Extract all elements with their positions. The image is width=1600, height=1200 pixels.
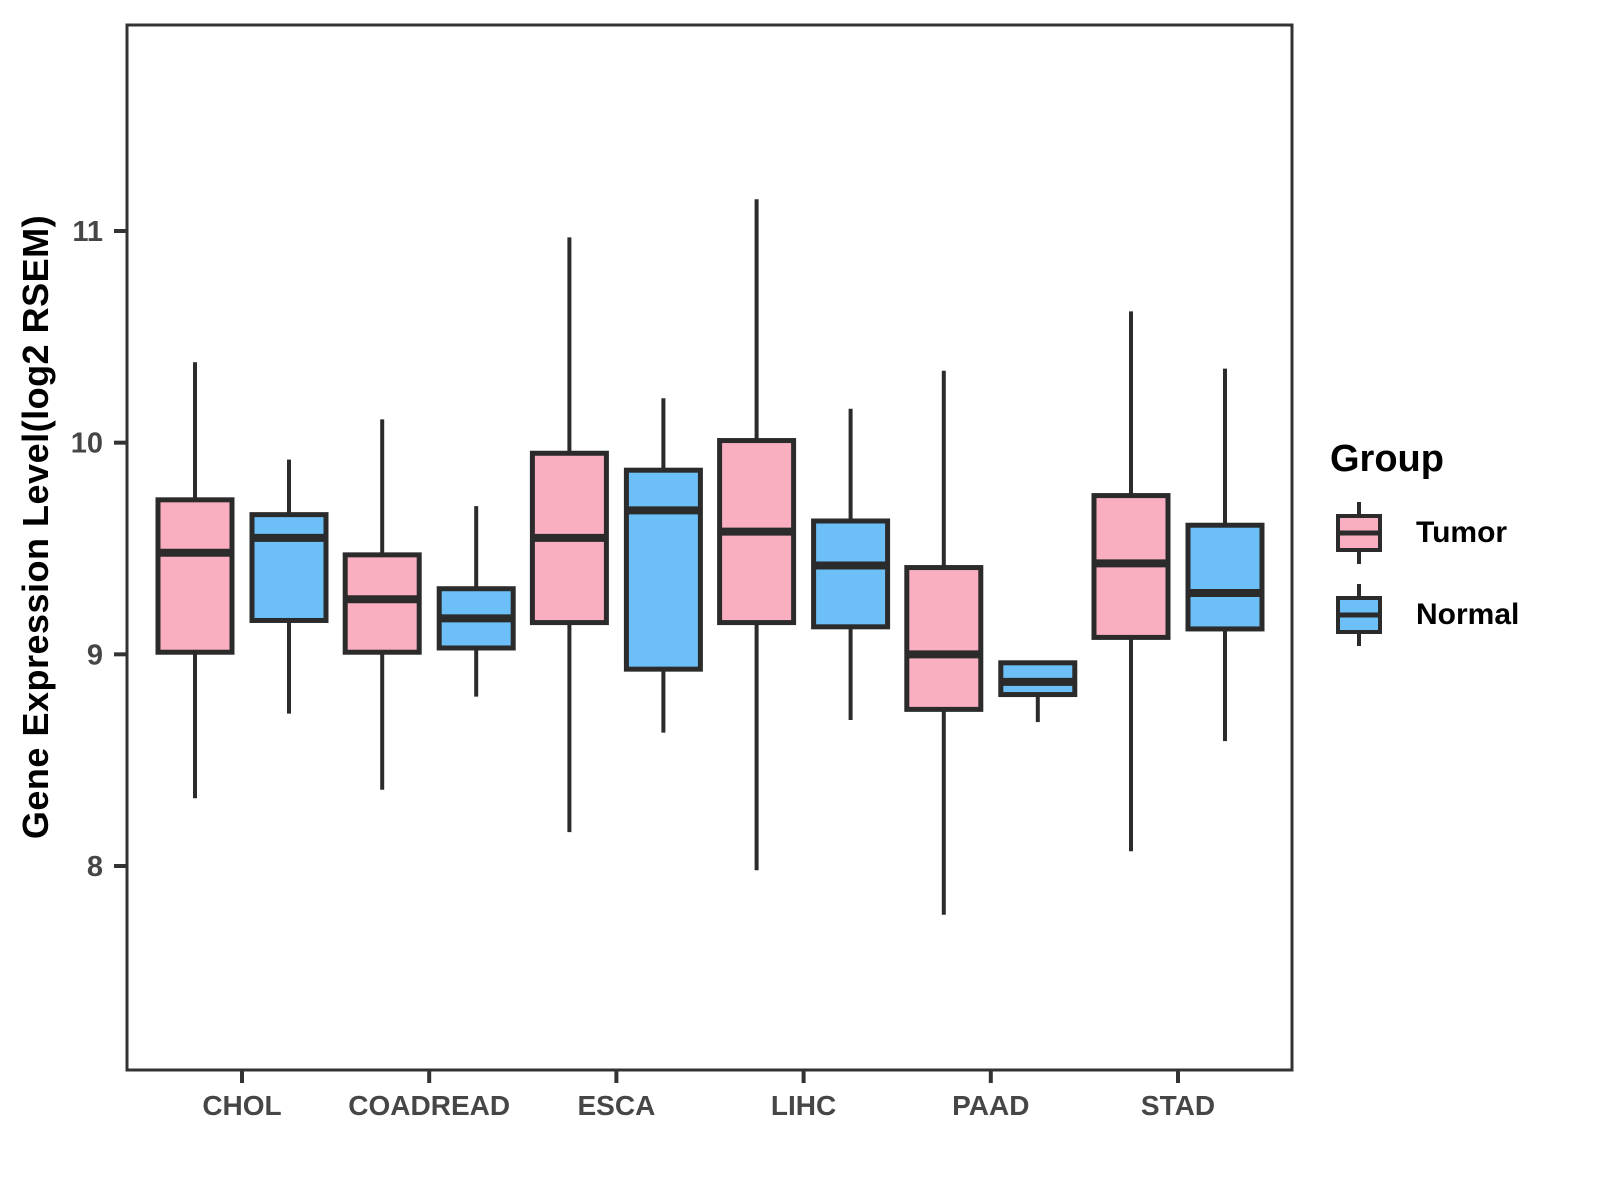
boxplot-stad-normal-box xyxy=(1185,522,1265,632)
boxplot-lihc-normal-box xyxy=(811,518,891,630)
boxplot-esca-normal-box xyxy=(623,467,703,672)
y-tick-label-10: 10 xyxy=(71,428,103,460)
legend-label-normal: Normal xyxy=(1416,598,1520,631)
x-tick-label-COADREAD: COADREAD xyxy=(348,1090,510,1121)
legend-item-normal: Normal xyxy=(1330,581,1590,649)
x-tick-label-CHOL: CHOL xyxy=(202,1090,281,1121)
x-tick-label-STAD: STAD xyxy=(1141,1090,1215,1121)
y-axis-title: Gene Expression Level(log2 RSEM) xyxy=(15,214,56,840)
y-tick-label-11: 11 xyxy=(72,216,103,248)
tumor-boxplot-glyph xyxy=(1336,502,1382,564)
legend: Group Tumor Normal xyxy=(1330,438,1590,663)
y-tick-label-8: 8 xyxy=(87,851,103,883)
normal-boxplot-glyph xyxy=(1336,584,1382,646)
x-tick-label-ESCA: ESCA xyxy=(578,1090,656,1121)
legend-title: Group xyxy=(1330,438,1444,480)
boxplot-coadread-tumor-box xyxy=(342,552,422,655)
boxplot-paad-tumor-box xyxy=(904,565,984,712)
legend-item-tumor: Tumor xyxy=(1330,499,1590,567)
legend-label-tumor: Tumor xyxy=(1416,516,1508,549)
boxplot-chol-tumor-box xyxy=(155,497,235,655)
y-tick-label-9: 9 xyxy=(87,639,103,671)
x-tick-label-PAAD: PAAD xyxy=(952,1090,1029,1121)
x-tick-label-LIHC: LIHC xyxy=(771,1090,836,1121)
boxplot-chol-normal-box xyxy=(249,512,329,623)
panel-border xyxy=(125,23,1294,1072)
